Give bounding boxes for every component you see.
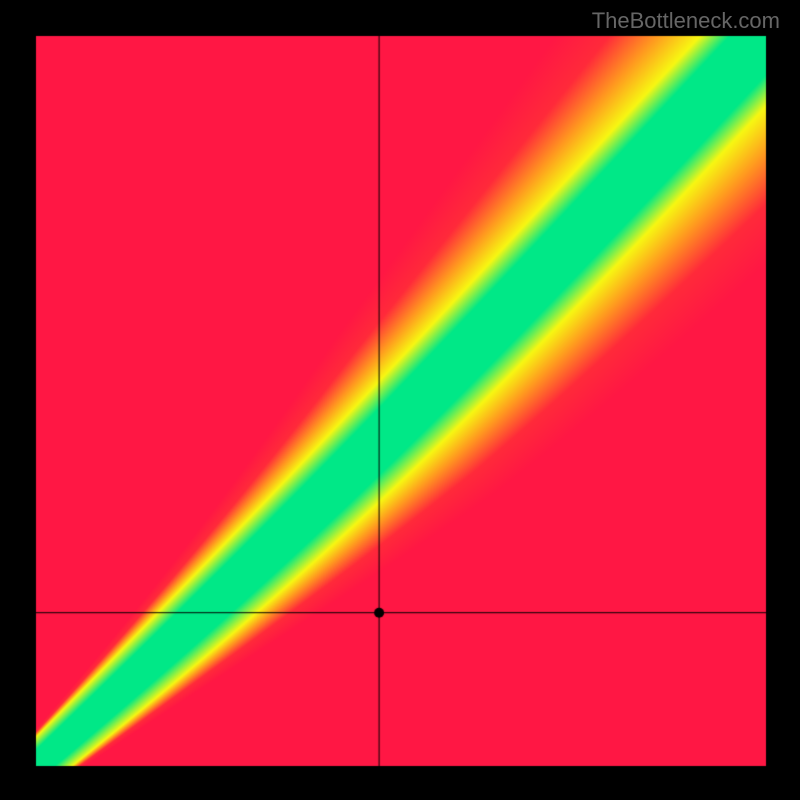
chart-container: TheBottleneck.com [0, 0, 800, 800]
heatmap-canvas [0, 0, 800, 800]
watermark-text: TheBottleneck.com [592, 8, 780, 34]
